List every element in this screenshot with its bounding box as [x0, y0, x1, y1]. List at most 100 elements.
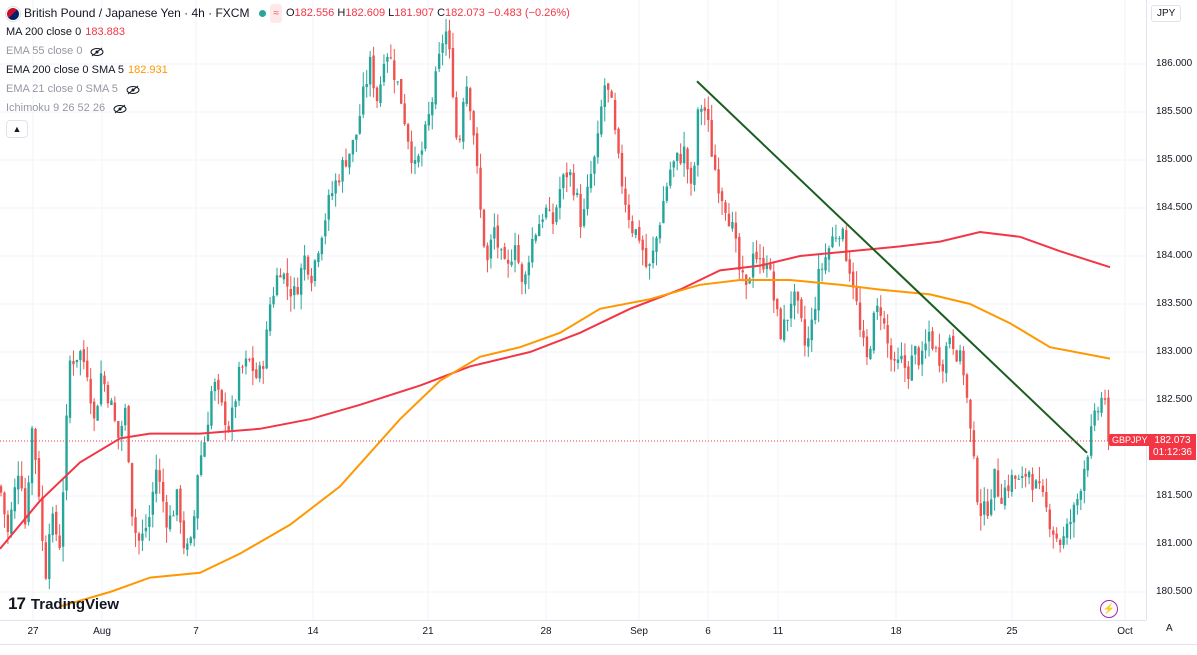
candle-body [662, 200, 665, 224]
candle-body [993, 468, 996, 498]
symbol-title[interactable]: British Pound / Japanese Yen · 4h · FXCM [24, 6, 250, 20]
candle-body [265, 329, 268, 369]
candle-body [406, 124, 410, 142]
last-price-value: 182.073 [1154, 435, 1191, 446]
candle-body [296, 287, 299, 295]
candle-body [410, 141, 413, 163]
candle-body [413, 160, 417, 164]
price-tick-label: 184.500 [1156, 202, 1193, 213]
candle-body [948, 337, 951, 345]
low-value: 181.907 [394, 7, 435, 19]
candle-body [437, 53, 441, 69]
eye-off-icon[interactable] [126, 85, 140, 95]
candle-body [803, 319, 807, 346]
candle-body [475, 133, 479, 167]
candle-body [334, 180, 337, 194]
candle-body [624, 188, 627, 205]
candle-body [1069, 521, 1072, 525]
candle-body [313, 260, 317, 282]
candle-body [441, 43, 444, 53]
candle-body [565, 172, 568, 178]
time-axis-border [0, 620, 1146, 621]
candle-body [272, 295, 275, 305]
logo-text: TradingView [30, 595, 120, 613]
candle-body [914, 346, 917, 355]
candle-body [586, 186, 589, 210]
candle-body [448, 30, 451, 50]
candle-body [182, 520, 186, 549]
bottom-toolbar [0, 644, 1197, 655]
eye-off-icon[interactable] [113, 104, 127, 114]
candle-body [61, 492, 65, 547]
currency-selector[interactable]: JPY [1151, 5, 1182, 22]
candle-body [320, 237, 324, 255]
candle-body [776, 299, 779, 310]
candle-body [120, 425, 123, 437]
candle-body [375, 87, 379, 102]
candle-body [148, 517, 151, 527]
indicator-ma200[interactable]: MA 200 close 0 183.883 [6, 23, 570, 42]
candle-body [1048, 509, 1051, 530]
candle-body [420, 150, 424, 155]
bolt-icon[interactable]: ⚡ [1100, 600, 1118, 618]
candle-body [879, 307, 882, 316]
indicator-ichimoku[interactable]: Ichimoku 9 26 52 26 [6, 99, 570, 118]
indicator-ema55[interactable]: EMA 55 close 0 [6, 42, 570, 61]
candle-body [155, 469, 158, 494]
candle-body [817, 268, 820, 311]
candle-body [1100, 397, 1103, 413]
price-tick-label: 186.000 [1156, 58, 1193, 69]
time-tick-label: 7 [193, 626, 199, 637]
candle-body [972, 430, 976, 457]
candle-body [99, 373, 103, 405]
candle-body [393, 60, 396, 81]
candle-body [386, 56, 389, 62]
candle-body [538, 224, 541, 237]
candle-body [362, 86, 365, 115]
market-open-icon [259, 10, 267, 17]
candle-body [941, 364, 945, 372]
wave-icon[interactable]: ≈ [270, 4, 282, 23]
candle-body [655, 237, 658, 252]
change-value: −0.483 (−0.26%) [487, 7, 570, 19]
candle-body [793, 291, 796, 306]
bar-countdown: 01:12:36 [1153, 447, 1192, 458]
indicator-ema21[interactable]: EMA 21 close 0 SMA 5 [6, 80, 570, 99]
grid [0, 0, 1146, 620]
candle-body [524, 274, 527, 285]
candle-body [1083, 468, 1086, 491]
price-axis[interactable] [1146, 0, 1197, 620]
candle-body [0, 486, 3, 493]
indicator-label: EMA 55 close 0 [6, 45, 83, 57]
indicator-ema200[interactable]: EMA 200 close 0 SMA 5 182.931 [6, 61, 570, 80]
candle-body [534, 235, 537, 241]
candle-body [883, 318, 886, 324]
collapse-legend-button[interactable]: ▲ [6, 120, 28, 138]
candle-body [75, 359, 79, 363]
candle-body [455, 97, 458, 138]
candle-body [344, 160, 348, 167]
candle-body [175, 489, 179, 516]
candle-body [458, 138, 462, 141]
candle-body [1003, 487, 1007, 506]
ema200-line [59, 279, 1111, 608]
candle-body [30, 428, 34, 484]
symbol-price-tag: GBPJPY [1109, 434, 1151, 446]
candle-body [814, 308, 817, 321]
candle-body [1010, 474, 1014, 492]
candle-body [79, 351, 82, 361]
tradingview-logo[interactable]: 17 TradingView [8, 594, 119, 614]
candle-body [724, 202, 727, 213]
auto-scale-button[interactable]: A [1166, 623, 1173, 634]
candle-body [945, 346, 948, 374]
candle-body [203, 442, 206, 457]
candle-body [938, 347, 941, 366]
candle-body [651, 250, 655, 264]
candle-body [37, 458, 41, 497]
candle-body [234, 401, 237, 408]
indicator-value: 182.931 [128, 64, 168, 76]
candle-body [531, 238, 534, 263]
candle-body [268, 304, 272, 332]
eye-off-icon[interactable] [90, 47, 104, 57]
